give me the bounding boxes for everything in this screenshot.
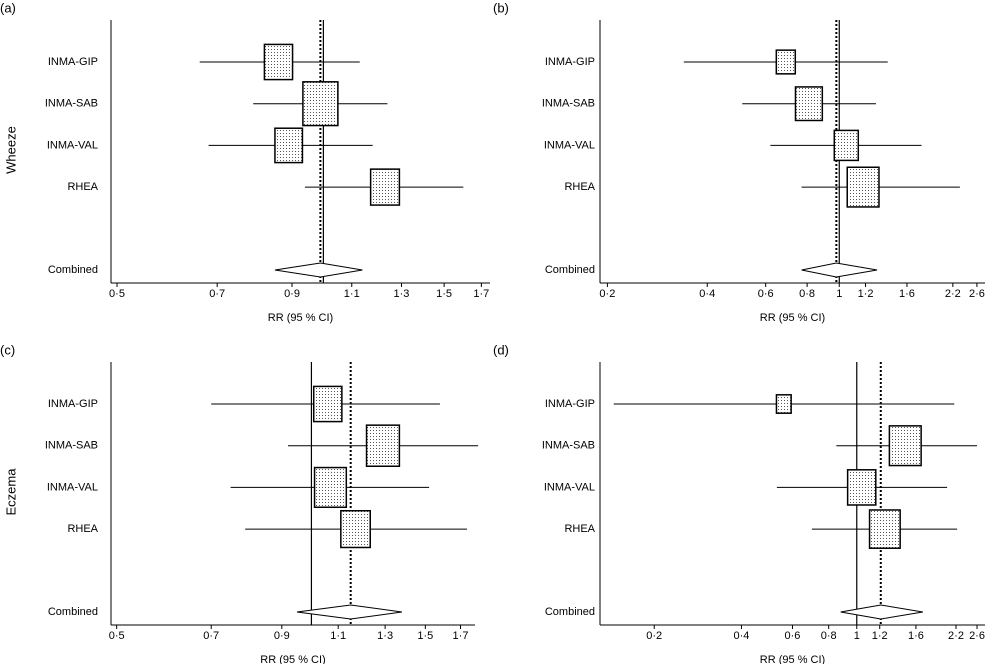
- y-axis-label: Wheeze: [3, 126, 18, 174]
- estimate-box: [794, 86, 824, 122]
- row-label: INMA-SAB: [542, 440, 595, 452]
- row-label: Combined: [48, 264, 98, 276]
- x-tick-label: 0·8: [799, 288, 815, 300]
- x-tick-label: 0·2: [646, 630, 662, 642]
- estimate-box: [312, 385, 343, 423]
- estimate-box: [775, 49, 797, 75]
- x-tick-label: 2·2: [945, 288, 961, 300]
- combined-diamond: [296, 604, 402, 620]
- x-tick-label: 1·3: [377, 630, 393, 642]
- estimate-box: [340, 509, 371, 549]
- row-label: INMA-VAL: [544, 139, 595, 151]
- row-label: INMA-VAL: [47, 481, 98, 493]
- estimate-box: [833, 129, 860, 162]
- combined-diamond: [801, 262, 878, 278]
- x-tick-label: 1·1: [344, 288, 360, 300]
- x-tick-label: 1·1: [330, 630, 346, 642]
- x-tick-label: 0·2: [599, 288, 615, 300]
- row-label: Combined: [545, 264, 595, 276]
- x-axis-label: RR (95 % CI): [760, 312, 825, 324]
- estimate-box: [274, 127, 304, 164]
- x-tick-label: 0·8: [821, 630, 837, 642]
- estimate-box: [263, 43, 294, 81]
- row-label: INMA-GIP: [545, 56, 595, 68]
- y-axis-label: Eczema: [3, 468, 18, 516]
- row-label: Combined: [545, 606, 595, 618]
- x-tick-label: 0·6: [785, 630, 801, 642]
- row-label: INMA-GIP: [48, 398, 98, 410]
- estimate-box: [888, 425, 922, 467]
- x-tick-label: 0·4: [699, 288, 715, 300]
- x-tick-label: 1·2: [858, 288, 874, 300]
- x-tick-label: 0·5: [109, 288, 125, 300]
- x-tick-label: 1·7: [453, 630, 469, 642]
- estimate-box: [369, 168, 401, 206]
- row-label: INMA-GIP: [48, 56, 98, 68]
- row-label: RHEA: [564, 523, 595, 535]
- row-label: RHEA: [564, 181, 595, 193]
- x-tick-label: 0·9: [284, 288, 300, 300]
- row-label: Combined: [48, 606, 98, 618]
- row-label: INMA-SAB: [45, 440, 98, 452]
- panel-label: (b): [493, 0, 509, 15]
- x-tick-label: 1·5: [417, 630, 433, 642]
- x-tick-label: 1·2: [872, 630, 888, 642]
- estimate-box: [775, 394, 792, 414]
- combined-diamond: [840, 604, 923, 620]
- x-axis-label: RR (95 % CI): [260, 654, 325, 664]
- x-tick-label: 1·6: [908, 630, 924, 642]
- x-tick-label: 0·4: [733, 630, 749, 642]
- row-label: RHEA: [67, 181, 98, 193]
- x-tick-label: 1: [836, 288, 842, 300]
- row-label: INMA-VAL: [544, 481, 595, 493]
- estimate-box: [846, 166, 880, 208]
- x-tick-label: 1·7: [473, 288, 489, 300]
- x-tick-label: 2·6: [969, 288, 985, 300]
- x-axis-label: RR (95 % CI): [760, 654, 825, 664]
- panel-label: (d): [493, 342, 509, 357]
- x-tick-label: 1·3: [394, 288, 410, 300]
- x-tick-label: 0·5: [109, 630, 125, 642]
- x-tick-label: 1·5: [436, 288, 452, 300]
- x-tick-label: 0·6: [758, 288, 774, 300]
- x-tick-label: 0·7: [203, 630, 219, 642]
- row-label: INMA-GIP: [545, 398, 595, 410]
- x-axis-label: RR (95 % CI): [268, 312, 333, 324]
- x-tick-label: 0·7: [209, 288, 225, 300]
- row-label: RHEA: [67, 523, 98, 535]
- x-tick-label: 1: [854, 630, 860, 642]
- x-tick-label: 0·9: [274, 630, 290, 642]
- x-tick-label: 1·6: [899, 288, 915, 300]
- estimate-box: [302, 81, 339, 127]
- x-tick-label: 2·6: [969, 630, 985, 642]
- row-label: INMA-SAB: [542, 98, 595, 110]
- estimate-box: [868, 509, 901, 549]
- estimate-box: [365, 424, 401, 467]
- panel-label: (c): [0, 342, 15, 357]
- estimate-box: [846, 469, 877, 506]
- panel-label: (a): [0, 0, 16, 15]
- estimate-box: [313, 466, 348, 508]
- row-label: INMA-VAL: [47, 139, 98, 151]
- x-tick-label: 2·2: [948, 630, 964, 642]
- row-label: INMA-SAB: [45, 98, 98, 110]
- combined-diamond: [274, 262, 363, 278]
